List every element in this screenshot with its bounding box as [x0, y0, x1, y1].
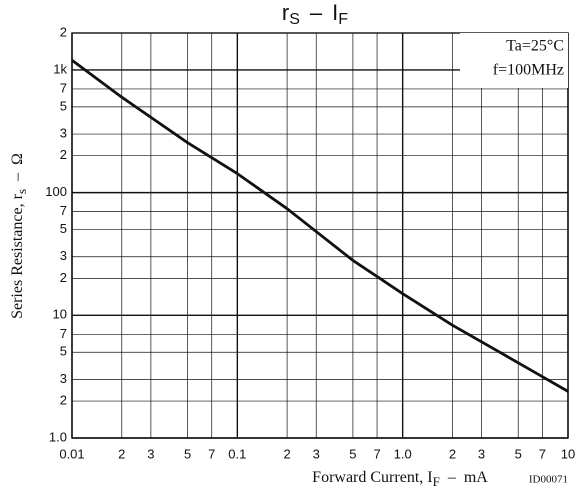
annotation: Ta=25°C [506, 38, 564, 55]
label-sub: F [433, 474, 440, 489]
x-tick-label: 5 [349, 446, 356, 461]
label-part: – [9, 172, 26, 182]
y-tick-label: 2 [60, 393, 67, 408]
y-tick-label: 3 [60, 126, 67, 141]
figure-id: ID00071 [529, 474, 568, 486]
y-tick-label: 3 [60, 248, 67, 263]
x-tick-label: 1.0 [394, 446, 412, 461]
label-part: Series Resistance, r [9, 193, 26, 319]
y-tick-label: 5 [60, 344, 67, 359]
title-part: r [282, 0, 289, 25]
x-tick-label: 3 [313, 446, 320, 461]
plot-frame [71, 32, 569, 439]
x-tick-label: 5 [184, 446, 191, 461]
annotation: f=100MHz [493, 62, 564, 79]
x-tick-label: 2 [449, 446, 456, 461]
annotation-box [460, 33, 568, 88]
y-tick-label: 7 [60, 80, 67, 95]
title-sub: S [289, 11, 300, 28]
title-sub: F [338, 11, 348, 28]
x-axis-label: Forward Current, IF – mA [312, 469, 488, 489]
y-tick-label: 1.0 [49, 429, 67, 444]
x-tick-label: 0.01 [59, 446, 84, 461]
label-part: mA [464, 469, 488, 486]
y-tick-label: 1k [53, 61, 67, 76]
y-tick-label: 100 [45, 184, 67, 199]
y-tick-label: 2 [60, 24, 67, 39]
label-sub: s [14, 189, 29, 194]
y-tick-label: 2 [60, 270, 67, 285]
x-tick-label: 7 [373, 446, 380, 461]
y-tick-label: 10 [53, 307, 67, 322]
x-tick-label: 10 [561, 446, 575, 461]
x-tick-label: 5 [515, 446, 522, 461]
y-tick-label: 7 [60, 203, 67, 218]
x-tick-label: 2 [283, 446, 290, 461]
label-part: Forward Current, I [312, 469, 432, 486]
y-tick-label: 5 [60, 221, 67, 236]
y-axis-label: Series Resistance, rs – Ω [9, 153, 29, 319]
x-tick-label: 3 [478, 446, 485, 461]
x-tick-label: 0.1 [228, 446, 246, 461]
y-tick-label: 7 [60, 326, 67, 341]
x-tick-label: 2 [118, 446, 125, 461]
data-line [71, 59, 569, 393]
chart-title: rS – IF [282, 0, 348, 28]
y-tick-label: 3 [60, 371, 67, 386]
x-tick-label: 7 [208, 446, 215, 461]
y-tick-label: 2 [60, 147, 67, 162]
title-part: – [310, 0, 323, 25]
title-part: I [332, 0, 338, 25]
label-part: – [447, 469, 457, 486]
y-tick-label: 5 [60, 98, 67, 113]
label-part: Ω [9, 153, 26, 165]
x-tick-label: 7 [539, 446, 546, 461]
x-tick-label: 3 [147, 446, 154, 461]
